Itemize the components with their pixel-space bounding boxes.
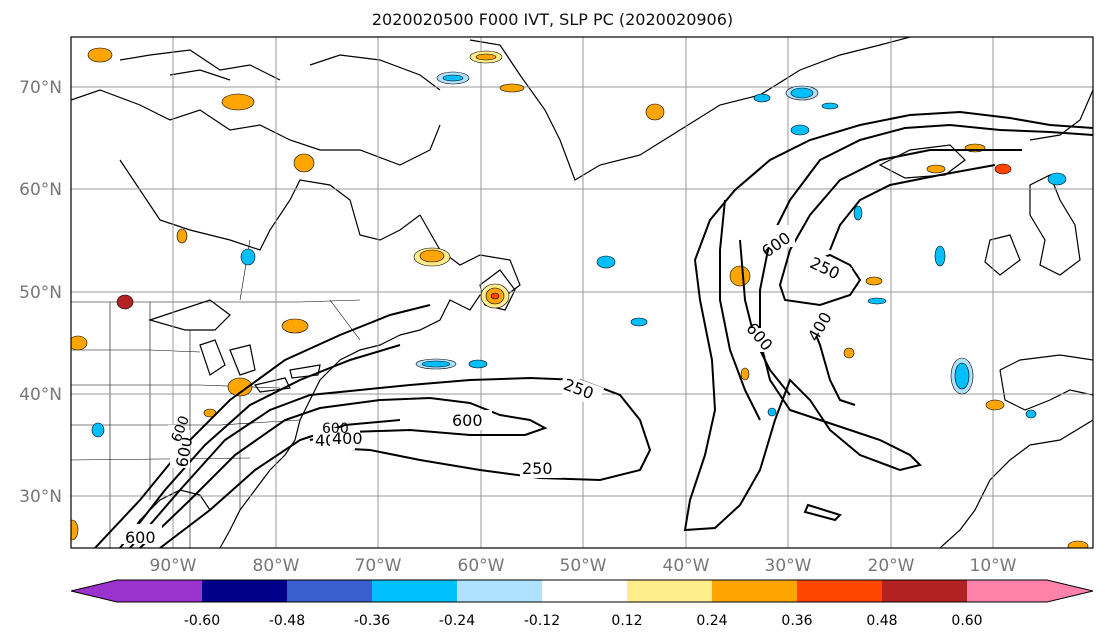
colorbar: [70, 579, 1094, 603]
colorbar-tick: -0.36: [354, 613, 390, 629]
contour-label: 600: [125, 528, 156, 547]
colorbar-tick: 0.36: [781, 613, 812, 629]
colorbar-tick: -0.12: [524, 613, 560, 629]
map-frame: [70, 36, 1094, 549]
colorbar-segment: [372, 580, 457, 602]
colorbar-tick: 0.60: [951, 613, 982, 629]
colorbar-extend-max: [1047, 580, 1093, 602]
longitude-labels: 90°W 80°W 70°W 60°W 50°W 40°W 30°W 20°W …: [150, 556, 1017, 576]
colorbar-extend-min: [71, 580, 117, 602]
colorbar-ticks: -0.60 -0.48 -0.36 -0.24 -0.12 0.12 0.24 …: [184, 613, 983, 629]
contour-label: 600: [322, 421, 349, 437]
colorbar-tick: -0.24: [439, 613, 475, 629]
colorbar-outline: [70, 579, 1094, 603]
lat-label: 60°N: [19, 180, 62, 200]
shaded-anomaly-positive: [71, 47, 1089, 548]
lon-label: 20°W: [868, 556, 915, 576]
colorbar-segment: [712, 580, 797, 602]
colorbar-segment: [882, 580, 967, 602]
contour-label: 600: [452, 411, 483, 430]
lon-label: 30°W: [765, 556, 812, 576]
lon-label: 90°W: [150, 556, 197, 576]
colorbar-segment: [457, 580, 542, 602]
lat-label: 30°N: [19, 487, 62, 507]
colorbar-tick: 0.24: [696, 613, 727, 629]
lon-label: 50°W: [560, 556, 607, 576]
contour-label: 400: [332, 429, 363, 448]
colorbar-tick: -0.48: [269, 613, 305, 629]
colorbar-tick: 0.12: [611, 613, 642, 629]
state-boundaries: [71, 239, 361, 548]
shaded-anomaly-negative: [91, 71, 1067, 438]
lon-label: 10°W: [970, 556, 1017, 576]
lon-label: 40°W: [663, 556, 710, 576]
lat-label: 70°N: [19, 78, 62, 98]
latitude-labels: 70°N 60°N 50°N 40°N 30°N: [19, 78, 62, 507]
slp-contours: [94, 110, 1093, 548]
gridlines: [71, 37, 1093, 548]
lon-label: 80°W: [253, 556, 300, 576]
lat-label: 50°N: [19, 283, 62, 303]
lat-label: 40°N: [19, 385, 62, 405]
colorbar-segment: [202, 580, 287, 602]
colorbar-segment: [627, 580, 712, 602]
contour-labels: 600 250 400 600 250 600 250 400 600 600 …: [122, 225, 853, 547]
map-title: 2020020500 F000 IVT, SLP PC (2020020906): [371, 10, 734, 29]
contour-label: 250: [522, 459, 553, 478]
colorbar-segment: [967, 580, 1047, 602]
colorbar-tick: -0.60: [184, 613, 220, 629]
lon-label: 70°W: [355, 556, 402, 576]
colorbar-segment: [797, 580, 882, 602]
colorbar-segment: [287, 580, 372, 602]
colorbar-tick: 0.48: [866, 613, 897, 629]
colorbar-segment: [117, 580, 202, 602]
lon-label: 60°W: [458, 556, 505, 576]
colorbar-segment: [542, 580, 627, 602]
